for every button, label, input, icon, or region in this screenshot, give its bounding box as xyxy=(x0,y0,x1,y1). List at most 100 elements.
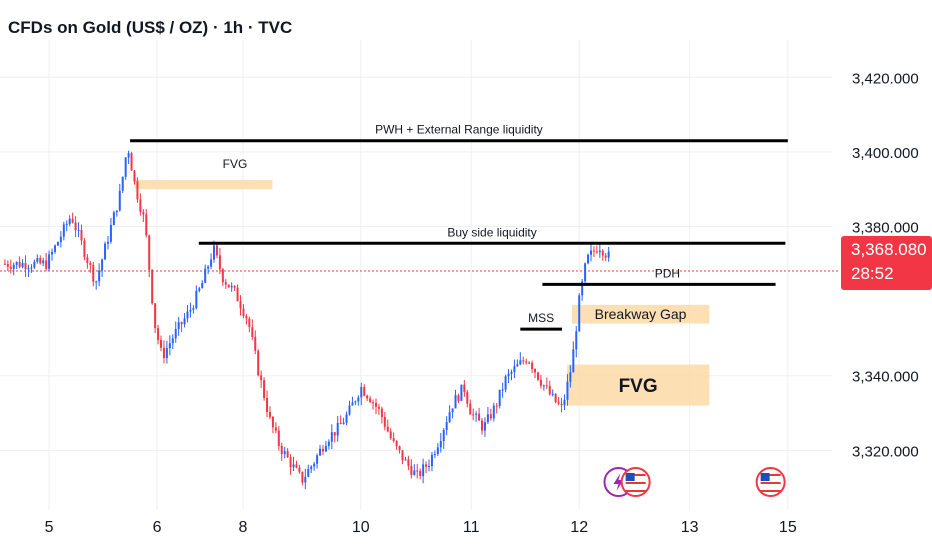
candle-up[interactable] xyxy=(15,261,18,265)
candle-down[interactable] xyxy=(148,235,151,270)
candle-up[interactable] xyxy=(572,349,575,373)
candle-up[interactable] xyxy=(304,476,307,483)
candle-up[interactable] xyxy=(433,454,436,456)
candle-down[interactable] xyxy=(9,266,12,269)
candle-up[interactable] xyxy=(65,224,68,226)
candle-down[interactable] xyxy=(280,445,283,455)
candle-down[interactable] xyxy=(227,284,230,288)
candle-up[interactable] xyxy=(428,466,431,468)
candle-up[interactable] xyxy=(195,290,198,309)
candle-up[interactable] xyxy=(121,176,124,191)
candle-down[interactable] xyxy=(419,470,422,477)
candle-up[interactable] xyxy=(584,263,587,282)
candle-down[interactable] xyxy=(295,464,298,468)
event-markers[interactable] xyxy=(603,467,786,497)
candle-up[interactable] xyxy=(124,157,127,177)
candle-down[interactable] xyxy=(160,339,163,348)
candle-up[interactable] xyxy=(59,236,62,243)
candle-down[interactable] xyxy=(592,250,595,252)
candle-down[interactable] xyxy=(372,402,375,404)
candle-down[interactable] xyxy=(539,379,542,386)
price-axis[interactable]: 3,420.000 3,400.000 3,380.000 3,340.000 3,32… xyxy=(852,70,919,460)
candle-up[interactable] xyxy=(551,393,554,395)
candle-down[interactable] xyxy=(369,398,372,403)
candle-up[interactable] xyxy=(12,264,15,269)
candle-down[interactable] xyxy=(386,426,389,432)
candle-down[interactable] xyxy=(560,403,563,406)
candle-down[interactable] xyxy=(363,387,366,396)
candle-down[interactable] xyxy=(595,251,598,253)
candle-down[interactable] xyxy=(601,250,604,256)
candle-down[interactable] xyxy=(254,336,257,351)
candle-up[interactable] xyxy=(324,445,327,452)
candle-down[interactable] xyxy=(374,402,377,407)
candle-up[interactable] xyxy=(360,387,363,398)
candle-down[interactable] xyxy=(401,450,404,461)
candle-down[interactable] xyxy=(472,414,475,416)
candle-up[interactable] xyxy=(183,318,186,325)
candle-up[interactable] xyxy=(475,413,478,415)
candle-down[interactable] xyxy=(557,402,560,404)
candle-down[interactable] xyxy=(522,360,525,362)
candle-up[interactable] xyxy=(313,463,316,467)
candle-up[interactable] xyxy=(106,241,109,244)
candle-down[interactable] xyxy=(260,375,263,381)
candle-up[interactable] xyxy=(566,381,569,400)
candle-up[interactable] xyxy=(171,338,174,344)
candle-up[interactable] xyxy=(207,266,210,269)
candle-up[interactable] xyxy=(563,399,566,406)
candle-up[interactable] xyxy=(165,348,168,359)
time-axis[interactable]: 5 6 8 10 11 12 13 15 xyxy=(45,519,797,536)
candle-down[interactable] xyxy=(139,199,142,212)
candle-down[interactable] xyxy=(466,391,469,404)
candle-up[interactable] xyxy=(354,401,357,403)
candle-down[interactable] xyxy=(242,308,245,316)
candle-up[interactable] xyxy=(342,422,345,425)
candle-up[interactable] xyxy=(516,364,519,367)
candle-down[interactable] xyxy=(268,412,271,418)
candle-down[interactable] xyxy=(271,417,274,428)
candle-down[interactable] xyxy=(151,269,154,304)
candle-down[interactable] xyxy=(218,255,221,270)
candle-down[interactable] xyxy=(92,264,95,282)
candle-down[interactable] xyxy=(239,301,242,309)
candle-down[interactable] xyxy=(554,393,557,403)
candle-up[interactable] xyxy=(486,414,489,423)
us-flag-icon[interactable] xyxy=(620,467,651,497)
candle-up[interactable] xyxy=(575,331,578,350)
candle-up[interactable] xyxy=(213,245,216,260)
candle-up[interactable] xyxy=(451,408,454,413)
candle-down[interactable] xyxy=(489,414,492,419)
candle-up[interactable] xyxy=(192,308,195,310)
candle-down[interactable] xyxy=(457,395,460,401)
candle-down[interactable] xyxy=(24,263,27,270)
candle-up[interactable] xyxy=(319,448,322,456)
candle-up[interactable] xyxy=(168,343,171,349)
candle-down[interactable] xyxy=(548,385,551,395)
candle-down[interactable] xyxy=(531,362,534,370)
candle-up[interactable] xyxy=(42,260,45,264)
candle-up[interactable] xyxy=(498,389,501,406)
candle-down[interactable] xyxy=(333,432,336,436)
candle-down[interactable] xyxy=(248,318,251,328)
candle-down[interactable] xyxy=(130,153,133,171)
candle-up[interactable] xyxy=(510,371,513,374)
candle-up[interactable] xyxy=(101,259,104,271)
candle-down[interactable] xyxy=(221,269,224,283)
candle-down[interactable] xyxy=(45,260,48,269)
candle-down[interactable] xyxy=(89,263,92,265)
candle-down[interactable] xyxy=(136,181,139,200)
candle-up[interactable] xyxy=(95,281,98,283)
candle-up[interactable] xyxy=(118,190,121,211)
candle-down[interactable] xyxy=(545,385,548,387)
candle-up[interactable] xyxy=(30,267,33,269)
candle-down[interactable] xyxy=(133,170,136,182)
candle-down[interactable] xyxy=(392,438,395,442)
candle-up[interactable] xyxy=(439,441,442,448)
candle-up[interactable] xyxy=(454,395,457,409)
candle-down[interactable] xyxy=(6,263,9,267)
candle-down[interactable] xyxy=(469,403,472,415)
candle-up[interactable] xyxy=(230,285,233,288)
candle-up[interactable] xyxy=(413,470,416,476)
candle-up[interactable] xyxy=(483,422,486,431)
